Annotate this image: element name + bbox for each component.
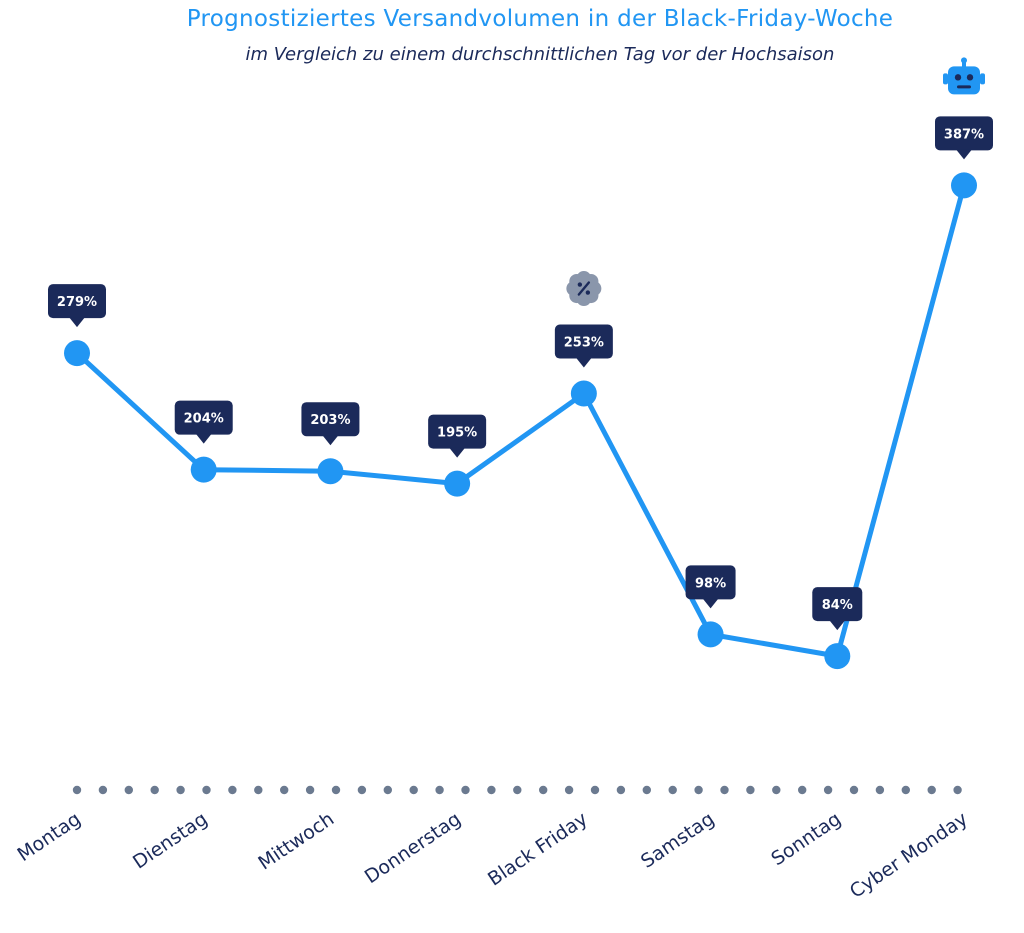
data-label-text: 195% [437, 426, 477, 441]
axis-dot [228, 785, 237, 795]
robot-icon [943, 57, 985, 95]
data-point-cyber-monday [951, 172, 977, 199]
label-box [685, 565, 736, 600]
axis-dot [798, 785, 807, 795]
axis-dot [461, 785, 470, 795]
axis-dot [72, 785, 82, 795]
x-tick-label: Samstag [637, 808, 718, 873]
label-pointer [575, 357, 592, 368]
data-point-black-friday [570, 380, 597, 407]
axis-dot [409, 785, 418, 795]
axis-dot [875, 785, 885, 795]
axis-dot [487, 785, 496, 795]
axis-dot [513, 785, 522, 795]
label-pointer [829, 620, 846, 631]
series-line [74, 182, 967, 659]
label-box [301, 402, 360, 437]
x-tick-label: Mittwoch [254, 808, 338, 874]
axis-dot [849, 785, 859, 795]
axis-dot [202, 785, 211, 795]
data-point-donnerstag [444, 470, 471, 497]
data-point-dienstag [190, 456, 217, 483]
label-box [812, 587, 863, 622]
data-label-text: 203% [310, 413, 350, 428]
data-point-mittwoch [317, 458, 344, 485]
axis-dot [176, 785, 185, 795]
label-box [428, 414, 487, 449]
x-tick-label: Sonntag [767, 808, 845, 870]
x-tick-labels: Montag Dienstag Mittwoch Donnerstag Black Fr… [13, 808, 971, 903]
label-pointer [322, 435, 339, 446]
axis-dot [616, 785, 626, 795]
axis-dot [331, 785, 341, 795]
data-label: 279% [48, 284, 106, 328]
axis-dot [694, 785, 703, 795]
data-point-samstag [697, 621, 724, 648]
x-axis-dotted-line [72, 785, 962, 795]
x-tick-label: Black Friday [484, 808, 592, 891]
axis-dot [98, 785, 108, 795]
data-label: 204% [174, 400, 233, 444]
axis-dot [254, 785, 263, 795]
axis-dot [668, 785, 677, 795]
annotation-icons [566, 57, 985, 307]
label-pointer [449, 447, 466, 458]
axis-dot [124, 785, 133, 795]
data-label: 203% [301, 402, 360, 446]
axis-dot [927, 785, 936, 795]
axis-dot [383, 785, 392, 795]
data-label-text: 279% [57, 295, 97, 310]
data-label: 98% [685, 565, 736, 609]
data-label: 195% [428, 414, 487, 458]
data-label: 84% [812, 587, 863, 631]
data-point-sonntag [824, 643, 851, 670]
axis-dot [901, 785, 910, 795]
x-tick-label: Donnerstag [361, 808, 465, 888]
data-label-text: 98% [695, 576, 726, 591]
data-label-text: 84% [822, 598, 853, 613]
axis-dot [823, 785, 833, 795]
data-label: 387% [935, 116, 993, 160]
axis-dot [590, 785, 600, 795]
axis-dot [953, 785, 962, 795]
axis-dot [720, 785, 729, 795]
x-tick-label: Cyber Monday [846, 808, 972, 903]
axis-dot [150, 785, 159, 795]
label-box [554, 324, 613, 359]
axis-dot [772, 785, 781, 795]
label-box [48, 284, 106, 319]
axis-dot [642, 785, 651, 795]
axis-dot [280, 785, 289, 795]
x-tick-label: Dienstag [129, 808, 212, 874]
axis-dot [539, 785, 548, 795]
axis-dot [564, 785, 574, 795]
label-box [174, 400, 233, 435]
label-pointer [195, 433, 212, 444]
axis-dot [435, 785, 444, 795]
data-label: 253% [554, 324, 613, 368]
axis-dot [305, 785, 315, 795]
data-points [64, 172, 977, 670]
label-pointer [956, 149, 972, 160]
x-tick-label: Montag [13, 808, 84, 866]
data-label-text: 387% [944, 127, 984, 142]
axis-dot [746, 785, 755, 795]
data-labels: 279% 204% 203% 195% 253% 98% 84% 387% [48, 116, 993, 631]
chart-title: Prognostiziertes Versandvolumen in der B… [186, 6, 894, 32]
label-box [935, 116, 993, 151]
data-label-text: 204% [184, 412, 224, 427]
axis-dot [357, 785, 367, 795]
percent-badge-icon [566, 271, 602, 307]
label-pointer [69, 317, 85, 328]
data-point-montag [64, 340, 90, 367]
data-label-text: 253% [564, 336, 604, 351]
label-pointer [702, 598, 719, 609]
chart-subtitle: im Vergleich zu einem durchschnittlichen… [245, 44, 835, 65]
